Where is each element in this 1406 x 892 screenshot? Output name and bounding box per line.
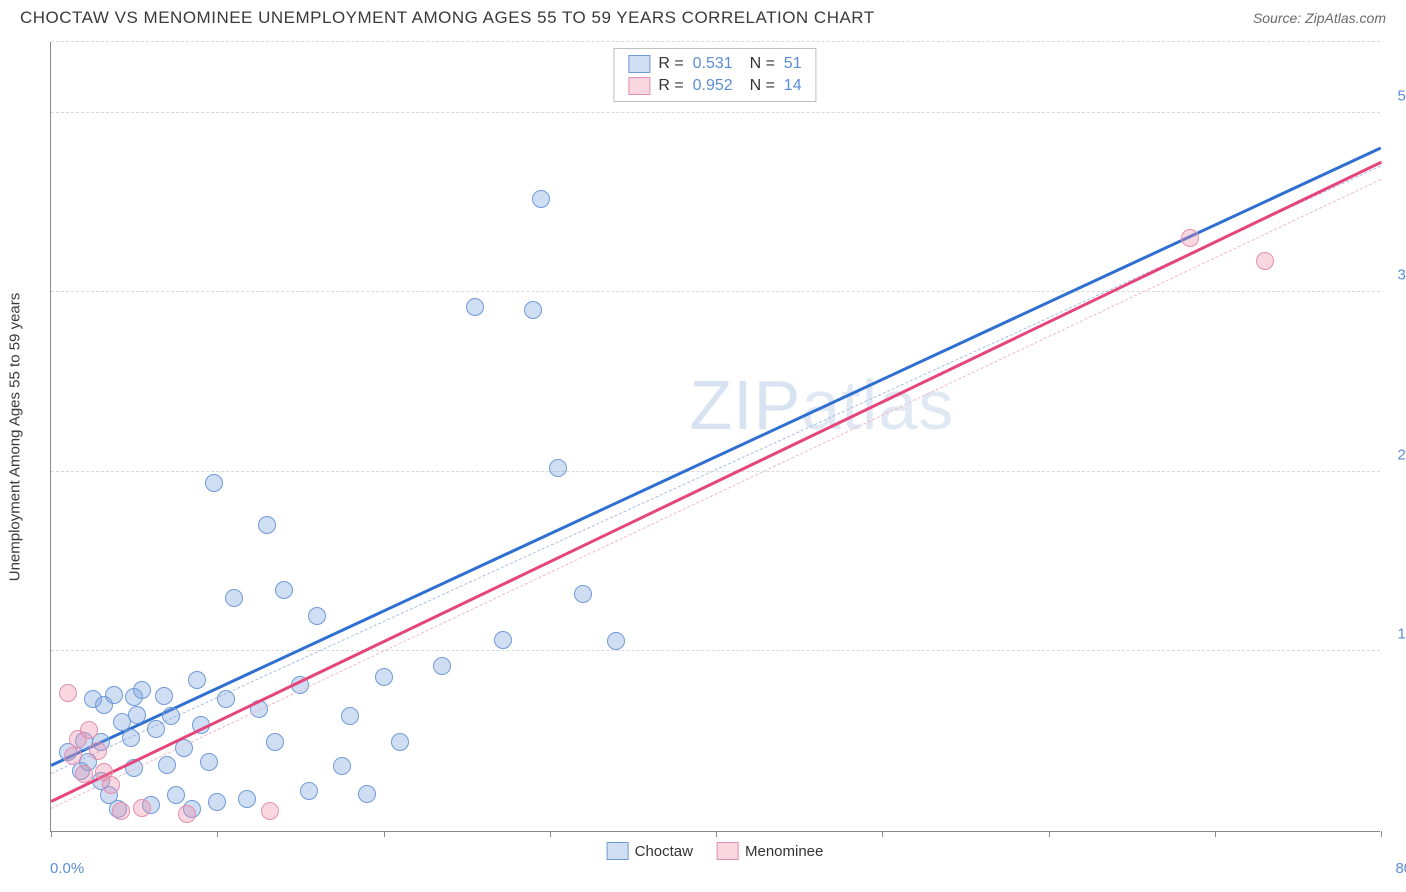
legend-swatch	[628, 77, 650, 95]
correlation-legend: R = 0.531 N = 51R = 0.952 N = 14	[613, 48, 816, 102]
y-tick-label: 50.0%	[1397, 87, 1406, 104]
data-point	[375, 668, 393, 686]
x-tick	[1381, 831, 1382, 837]
legend-swatch	[717, 842, 739, 860]
data-point	[80, 721, 98, 739]
x-tick	[550, 831, 551, 837]
data-point	[1181, 229, 1199, 247]
data-point	[266, 733, 284, 751]
legend-n: N = 14	[741, 77, 802, 95]
data-point	[1256, 252, 1274, 270]
legend-row: R = 0.531 N = 51	[628, 53, 801, 75]
data-point	[178, 805, 196, 823]
data-point	[205, 474, 223, 492]
x-tick	[217, 831, 218, 837]
x-tick	[882, 831, 883, 837]
data-point	[128, 706, 146, 724]
legend-label: Menominee	[745, 843, 823, 860]
data-point	[358, 785, 376, 803]
data-point	[238, 790, 256, 808]
chart-title: CHOCTAW VS MENOMINEE UNEMPLOYMENT AMONG …	[20, 8, 875, 28]
x-axis-min: 0.0%	[50, 860, 84, 877]
regression-line	[51, 179, 1381, 809]
data-point	[167, 786, 185, 804]
data-point	[433, 657, 451, 675]
gridline	[51, 41, 1380, 42]
legend-swatch	[628, 55, 650, 73]
data-point	[112, 802, 130, 820]
data-point	[607, 632, 625, 650]
x-tick	[1049, 831, 1050, 837]
source-attribution: Source: ZipAtlas.com	[1253, 10, 1386, 26]
legend-item: Choctaw	[607, 842, 693, 860]
y-axis-label: Unemployment Among Ages 55 to 59 years	[7, 293, 24, 582]
data-point	[89, 742, 107, 760]
series-legend: Choctaw Menominee	[607, 842, 824, 860]
data-point	[300, 782, 318, 800]
x-tick	[51, 831, 52, 837]
regression-line	[50, 161, 1381, 802]
data-point	[133, 681, 151, 699]
chart-header: CHOCTAW VS MENOMINEE UNEMPLOYMENT AMONG …	[0, 0, 1406, 32]
correlation-chart: ZIPatlas 12.5%25.0%37.5%50.0% Unemployme…	[50, 42, 1380, 832]
data-point	[133, 799, 151, 817]
data-point	[155, 687, 173, 705]
data-point	[549, 459, 567, 477]
x-tick	[716, 831, 717, 837]
data-point	[261, 802, 279, 820]
gridline	[51, 471, 1380, 472]
data-point	[200, 753, 218, 771]
y-tick-label: 12.5%	[1397, 626, 1406, 643]
legend-row: R = 0.952 N = 14	[628, 75, 801, 97]
data-point	[524, 301, 542, 319]
legend-swatch	[607, 842, 629, 860]
data-point	[122, 729, 140, 747]
y-tick-label: 37.5%	[1397, 267, 1406, 284]
gridline	[51, 650, 1380, 651]
legend-r: R = 0.952	[658, 77, 732, 95]
legend-item: Menominee	[717, 842, 823, 860]
gridline	[51, 112, 1380, 113]
data-point	[333, 757, 351, 775]
data-point	[158, 756, 176, 774]
y-tick-label: 25.0%	[1397, 446, 1406, 463]
data-point	[225, 589, 243, 607]
x-axis-max: 80.0%	[1395, 860, 1406, 877]
data-point	[494, 631, 512, 649]
data-point	[64, 747, 82, 765]
data-point	[217, 690, 235, 708]
data-point	[391, 733, 409, 751]
data-point	[275, 581, 293, 599]
plot-area: ZIPatlas 12.5%25.0%37.5%50.0%	[50, 42, 1380, 832]
data-point	[162, 707, 180, 725]
gridline	[51, 291, 1380, 292]
data-point	[147, 720, 165, 738]
data-point	[59, 684, 77, 702]
x-tick	[384, 831, 385, 837]
data-point	[102, 776, 120, 794]
data-point	[308, 607, 326, 625]
data-point	[532, 190, 550, 208]
x-tick	[1215, 831, 1216, 837]
legend-label: Choctaw	[635, 843, 693, 860]
data-point	[466, 298, 484, 316]
data-point	[258, 516, 276, 534]
legend-n: N = 51	[741, 55, 802, 73]
data-point	[208, 793, 226, 811]
data-point	[341, 707, 359, 725]
data-point	[105, 686, 123, 704]
data-point	[188, 671, 206, 689]
data-point	[75, 765, 93, 783]
legend-r: R = 0.531	[658, 55, 732, 73]
data-point	[574, 585, 592, 603]
